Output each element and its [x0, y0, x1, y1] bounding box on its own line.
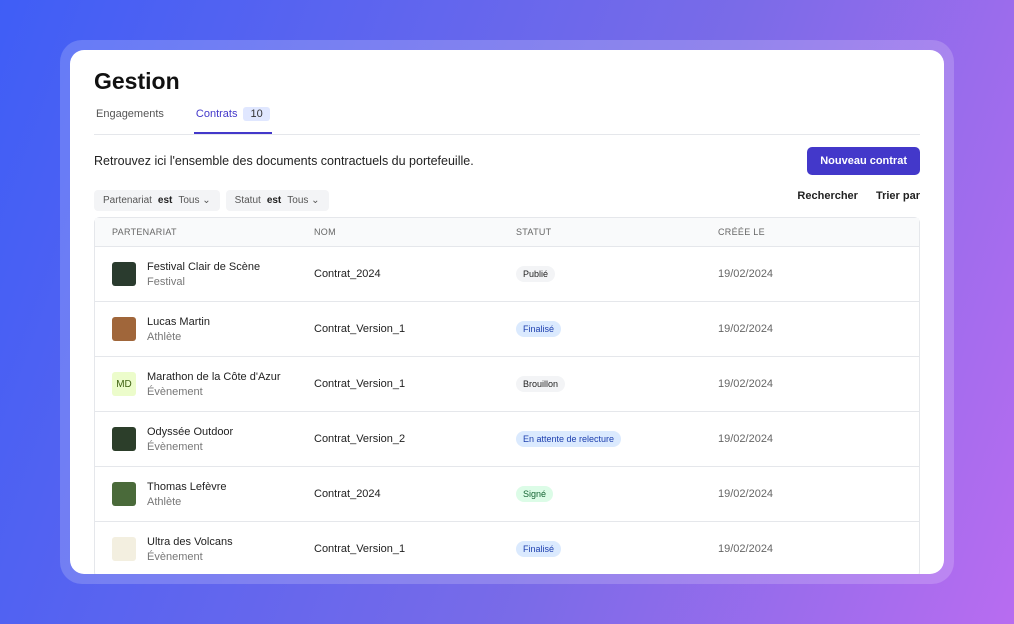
contract-name: Contrat_2024 [314, 488, 381, 500]
partner-text: Odyssée Outdoor Évènement [147, 426, 233, 453]
chevron: ⌄ [199, 195, 211, 206]
status-badge: Finalisé [516, 321, 562, 337]
partner-cell: Thomas Lefèvre Athlète [112, 481, 314, 508]
status-cell: En attente de relecture [516, 431, 718, 447]
tabs: Engagements Contrats 10 [94, 105, 920, 135]
contract-name: Contrat_2024 [314, 268, 381, 280]
status-badge: Signé [516, 486, 554, 502]
row[interactable]: Thomas Lefèvre Athlète Contrat_2024 Signé 19… [95, 467, 919, 522]
status-badge: En attente de relecture [516, 431, 622, 447]
partner-cell: Odyssée Outdoor Évènement [112, 426, 314, 453]
partner-kind: Évènement [147, 550, 203, 563]
avatar [112, 317, 136, 341]
row[interactable]: Lucas Martin Athlète Contrat_Version_1 Fina… [95, 302, 919, 357]
avatar [112, 262, 136, 286]
partner-name: Odyssée Outdoor [147, 425, 234, 438]
partner-cell: Festival Clair de Scène Festival [112, 261, 314, 288]
tab[interactable]: Engagements [96, 108, 164, 120]
row[interactable]: Festival Clair de Scène Festival Contrat_2… [95, 247, 919, 302]
column-header: PARTENARIAT [112, 227, 177, 237]
partner-kind: Festival [147, 275, 185, 288]
partner-name: Ultra des Volcans [147, 535, 233, 548]
tab[interactable]: Contrats 10 [193, 105, 272, 134]
partner-cell: Ultra des Volcans Évènement [112, 536, 314, 563]
partner-text: Ultra des Volcans Évènement [147, 536, 233, 563]
date: 19/02/2024 [718, 433, 774, 445]
column-header: NOM [314, 227, 336, 237]
filter[interactable]: Statut est Tous ⌄ [225, 190, 329, 211]
partner-text: Festival Clair de Scène Festival [147, 261, 260, 288]
date: 19/02/2024 [718, 543, 774, 555]
filter-value: Tous [287, 195, 309, 206]
status-badge: Brouillon [516, 376, 566, 392]
column-header: STATUT [516, 227, 552, 237]
partner-text: Marathon de la Côte d'Azur Évènement [147, 371, 281, 398]
tab-label: Contrats [195, 108, 238, 120]
contract-name: Contrat_Version_1 [314, 323, 406, 335]
status-cell: Brouillon [516, 376, 718, 392]
partner-cell: MD Marathon de la Côte d'Azur Évènement [112, 371, 314, 398]
contract-name: Contrat_Version_1 [314, 543, 406, 555]
partner-kind: Évènement [147, 440, 203, 453]
status-cell: Signé [516, 486, 718, 502]
status-cell: Publié [516, 266, 718, 282]
status-cell: Finalisé [516, 541, 718, 557]
partner-kind: Athlète [147, 330, 182, 343]
count: 10 [243, 107, 270, 121]
avatar: MD [112, 372, 136, 396]
filter-value: Tous [178, 195, 200, 206]
button[interactable]: Nouveau contrat [807, 147, 920, 175]
card: Gestion Engagements Contrats 10 Retrouvez… [70, 50, 944, 574]
filter-op: est [266, 195, 282, 206]
partner-name: Marathon de la Côte d'Azur [147, 370, 281, 383]
row[interactable]: Odyssée Outdoor Évènement Contrat_Version_… [95, 412, 919, 467]
status-badge: Publié [516, 266, 556, 282]
title: Gestion [94, 68, 180, 94]
contract-name: Contrat_Version_2 [314, 433, 406, 445]
partner-text: Lucas Martin Athlète [147, 316, 210, 343]
sort[interactable]: Trier par [875, 190, 920, 202]
table: PARTENARIAT NOM STATUT CRÉÉE LE Festival Cla… [94, 217, 920, 574]
actions: Rechercher Trier par [779, 190, 920, 211]
filter-field: Partenariat [103, 195, 152, 206]
row[interactable]: MD Marathon de la Côte d'Azur Évènement Con… [95, 357, 919, 412]
date: 19/02/2024 [718, 488, 774, 500]
header-row: PARTENARIAT NOM STATUT CRÉÉE LE [95, 218, 919, 247]
avatar [112, 482, 136, 506]
partner-kind: Évènement [147, 385, 203, 398]
column-header: CRÉÉE LE [718, 227, 765, 237]
description: Retrouvez ici l'ensemble des documents c… [94, 154, 474, 168]
filter-field: Statut [234, 195, 261, 206]
contract-name: Contrat_Version_1 [314, 378, 406, 390]
avatar [112, 427, 136, 451]
date: 19/02/2024 [718, 268, 774, 280]
partner-kind: Athlète [147, 495, 182, 508]
filter[interactable]: Partenariat est Tous ⌄ [94, 190, 220, 211]
filter-op: est [157, 195, 173, 206]
partner-name: Lucas Martin [147, 315, 210, 328]
date: 19/02/2024 [718, 323, 774, 335]
filters: Partenariat est Tous ⌄ Statut est Tous ⌄ [94, 190, 335, 211]
partner-text: Thomas Lefèvre Athlète [147, 481, 226, 508]
chevron: ⌄ [308, 195, 320, 206]
partner-name: Festival Clair de Scène [147, 260, 261, 273]
avatar [112, 537, 136, 561]
row[interactable]: Ultra des Volcans Évènement Contrat_Versio… [95, 522, 919, 574]
partner-cell: Lucas Martin Athlète [112, 316, 314, 343]
search[interactable]: Rechercher [797, 190, 858, 202]
status-cell: Finalisé [516, 321, 718, 337]
partner-name: Thomas Lefèvre [147, 480, 227, 493]
status-badge: Finalisé [516, 541, 562, 557]
date: 19/02/2024 [718, 378, 774, 390]
